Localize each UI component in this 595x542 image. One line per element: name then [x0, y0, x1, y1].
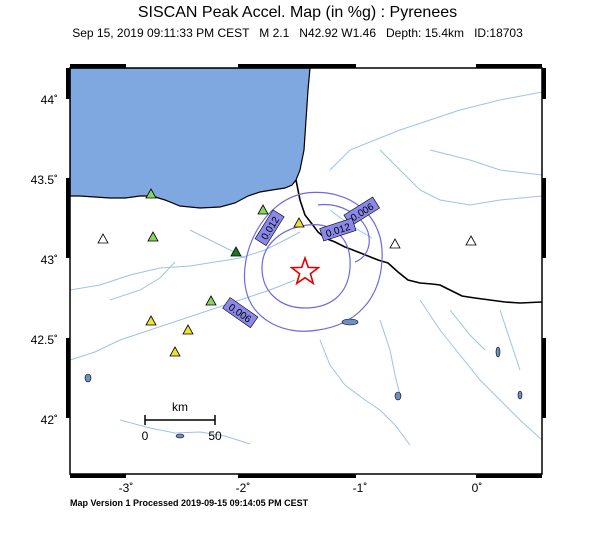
station-triangle	[145, 315, 157, 326]
station-triangle	[293, 217, 305, 228]
lon-tick-label: -3˚	[119, 481, 134, 495]
scale-start: 0	[142, 429, 149, 443]
border-line	[295, 179, 542, 304]
lat-tick-label: 43.5˚	[31, 173, 58, 187]
map-title: SISCAN Peak Accel. Map (in %g) : Pyrenee…	[137, 4, 458, 21]
station-triangle	[145, 188, 157, 199]
station-triangle	[182, 324, 194, 335]
scale-end: 50	[208, 429, 222, 443]
station-triangle	[389, 238, 401, 249]
lat-tick-label: 44˚	[41, 93, 58, 107]
sea-area	[70, 68, 311, 209]
epicenter-star	[289, 255, 321, 286]
station-triangle	[257, 204, 269, 215]
lat-tick-label: 42˚	[41, 413, 58, 427]
stations	[97, 188, 477, 357]
event-date: Sep 15, 2019 09:11:33 PM CEST	[72, 26, 250, 40]
event-magnitude: M 2.1	[259, 26, 290, 40]
event-info: Sep 15, 2019 09:11:33 PM CEST M 2.1 N42.…	[0, 26, 595, 40]
lon-tick-label: -2˚	[236, 481, 251, 495]
scale-bar: km 0 50	[142, 400, 222, 443]
station-triangle	[147, 231, 159, 242]
station-triangle	[205, 295, 217, 306]
lat-tick-label: 42.5˚	[31, 333, 58, 347]
station-triangle	[169, 346, 181, 357]
event-id: ID:18703	[474, 26, 523, 40]
lat-tick-label: 43˚	[41, 253, 58, 267]
event-coords: N42.92 W1.46	[299, 26, 376, 40]
pga-contours	[244, 191, 383, 332]
lakes	[84, 318, 523, 439]
lat-axis: 44˚ 43.5˚ 43˚ 42.5˚ 42˚	[31, 93, 58, 427]
event-depth: Depth: 15.4km	[386, 26, 465, 40]
lon-axis: -3˚ -2˚ -1˚ 0˚	[119, 481, 483, 495]
map-footer: Map Version 1 Processed 2019-09-15 09:14…	[70, 498, 309, 508]
station-triangle	[230, 246, 242, 257]
lon-tick-label: -1˚	[353, 481, 368, 495]
map-border-ticks	[66, 64, 546, 478]
lon-tick-label: 0˚	[472, 481, 483, 495]
scale-unit: km	[172, 400, 188, 414]
station-triangle	[97, 233, 109, 244]
station-triangle	[465, 235, 477, 246]
